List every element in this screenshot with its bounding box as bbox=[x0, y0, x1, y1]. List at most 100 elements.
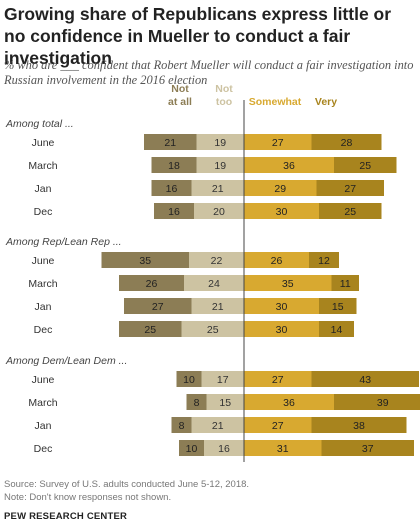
group-label: Among Rep/Lean Rep ... bbox=[5, 236, 122, 248]
group-label: Among Dem/Lean Dem ... bbox=[5, 355, 127, 367]
bar-not-at-all bbox=[119, 275, 184, 291]
bar-somewhat bbox=[244, 275, 332, 291]
data-label-somewhat: 31 bbox=[277, 443, 289, 455]
bar-not-too bbox=[201, 371, 244, 387]
chart-title: Growing share of Republicans express lit… bbox=[4, 4, 392, 68]
bar-not-too bbox=[184, 275, 244, 291]
data-label-not-at-all: 10 bbox=[183, 374, 195, 386]
data-label-not-at-all: 16 bbox=[166, 183, 178, 195]
bar-somewhat bbox=[244, 252, 309, 268]
data-label-somewhat: 27 bbox=[272, 137, 284, 149]
legend-header-not-at-all: Not bbox=[171, 83, 189, 95]
data-label-somewhat: 27 bbox=[272, 420, 284, 432]
row-label: March bbox=[28, 160, 57, 172]
row-label: Dec bbox=[34, 324, 53, 336]
row-label: June bbox=[32, 255, 55, 267]
bar-very bbox=[331, 275, 359, 291]
data-label-not-at-all: 10 bbox=[186, 443, 198, 455]
bar-very bbox=[311, 134, 382, 150]
data-label-not-at-all: 16 bbox=[168, 206, 180, 218]
data-label-somewhat: 30 bbox=[276, 301, 288, 313]
bar-very bbox=[321, 440, 414, 456]
data-label-not-at-all: 35 bbox=[139, 255, 151, 267]
legend-header-not-too: too bbox=[216, 96, 232, 108]
row-label: March bbox=[28, 397, 57, 409]
bar-not-at-all bbox=[176, 371, 202, 387]
data-label-very: 12 bbox=[318, 255, 330, 267]
bar-not-too bbox=[181, 321, 244, 337]
bar-somewhat bbox=[244, 298, 319, 314]
bar-very bbox=[311, 371, 419, 387]
bar-not-too bbox=[191, 180, 244, 196]
data-label-not-too: 21 bbox=[212, 301, 224, 313]
bar-not-too bbox=[194, 203, 244, 219]
bar-not-too bbox=[191, 298, 244, 314]
bar-not-too bbox=[196, 157, 244, 173]
bar-not-too bbox=[196, 134, 244, 150]
data-label-very: 28 bbox=[341, 137, 353, 149]
data-label-not-too: 19 bbox=[214, 160, 226, 172]
bar-not-at-all bbox=[119, 321, 182, 337]
bar-not-too bbox=[206, 394, 244, 410]
source-note: Source: Survey of U.S. adults conducted … bbox=[4, 479, 250, 490]
data-label-not-too: 21 bbox=[212, 183, 224, 195]
group-label: Among total ... bbox=[5, 118, 74, 130]
data-label-not-too: 25 bbox=[207, 324, 219, 336]
data-label-very: 38 bbox=[353, 420, 365, 432]
data-label-not-too: 24 bbox=[208, 278, 220, 290]
bar-not-at-all bbox=[179, 440, 204, 456]
data-label-not-at-all: 27 bbox=[152, 301, 164, 313]
bar-somewhat bbox=[244, 180, 317, 196]
data-label-not-at-all: 21 bbox=[164, 137, 176, 149]
bar-not-at-all bbox=[151, 157, 197, 173]
data-label-somewhat: 35 bbox=[282, 278, 294, 290]
data-label-very: 25 bbox=[359, 160, 371, 172]
footnote: Note: Don't know responses not shown. bbox=[4, 492, 172, 503]
data-label-somewhat: 26 bbox=[271, 255, 283, 267]
bar-somewhat bbox=[244, 203, 319, 219]
data-label-not-at-all: 26 bbox=[146, 278, 158, 290]
data-label-not-too: 21 bbox=[212, 420, 224, 432]
data-label-not-at-all: 8 bbox=[194, 397, 200, 409]
row-label: Jan bbox=[35, 420, 52, 432]
bar-not-too bbox=[191, 417, 244, 433]
bar-very bbox=[319, 298, 357, 314]
legend-header-not-at-all: at all bbox=[168, 96, 192, 108]
legend-header-somewhat: Somewhat bbox=[249, 96, 302, 108]
bar-very bbox=[334, 394, 420, 410]
data-label-somewhat: 30 bbox=[276, 324, 288, 336]
data-label-very: 15 bbox=[332, 301, 344, 313]
bar-somewhat bbox=[244, 134, 312, 150]
data-label-not-too: 15 bbox=[219, 397, 231, 409]
bar-very bbox=[316, 180, 384, 196]
bar-somewhat bbox=[244, 371, 312, 387]
data-label-somewhat: 29 bbox=[274, 183, 286, 195]
data-label-very: 37 bbox=[362, 443, 374, 455]
bar-not-at-all bbox=[124, 298, 192, 314]
bar-not-too bbox=[204, 440, 244, 456]
legend-header-very: Very bbox=[315, 96, 337, 108]
bar-somewhat bbox=[244, 394, 334, 410]
bar-not-too bbox=[189, 252, 244, 268]
row-label: June bbox=[32, 137, 55, 149]
bar-not-at-all bbox=[151, 180, 192, 196]
bar-very bbox=[319, 203, 382, 219]
data-label-very: 25 bbox=[344, 206, 356, 218]
row-label: March bbox=[28, 278, 57, 290]
data-label-somewhat: 36 bbox=[283, 397, 295, 409]
data-label-very: 14 bbox=[331, 324, 343, 336]
bar-somewhat bbox=[244, 417, 312, 433]
row-label: Dec bbox=[34, 206, 53, 218]
bar-not-at-all bbox=[144, 134, 197, 150]
bar-very bbox=[309, 252, 339, 268]
data-label-not-too: 22 bbox=[211, 255, 223, 267]
chart-subtitle: % who are ___ confident that Robert Muel… bbox=[4, 58, 414, 87]
bar-not-at-all bbox=[154, 203, 194, 219]
data-label-not-too: 20 bbox=[213, 206, 225, 218]
bar-somewhat bbox=[244, 440, 322, 456]
data-label-very: 43 bbox=[359, 374, 371, 386]
bar-very bbox=[311, 417, 407, 433]
data-label-very: 27 bbox=[344, 183, 356, 195]
bar-not-at-all bbox=[171, 417, 192, 433]
